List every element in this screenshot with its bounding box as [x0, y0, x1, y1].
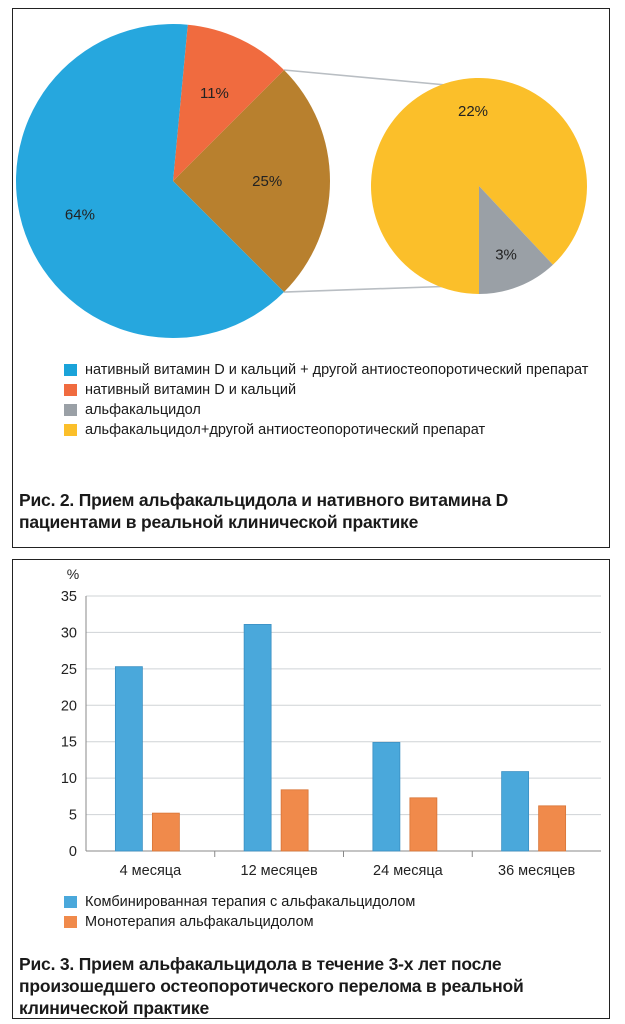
bar-legend-swatch: [64, 916, 77, 928]
figure-2-caption: Рис. 2. Прием альфакальцидола и нативног…: [19, 490, 509, 532]
figure-2-panel: 25% 11% 64% 22% 3% нативный витамин D и каль…: [12, 8, 610, 548]
y-tick-label: 35: [61, 589, 77, 605]
pie-legend-swatch: [64, 364, 77, 376]
y-tick-label: 15: [61, 735, 77, 751]
connector-line-top: [283, 69, 458, 87]
connector-line-bottom: [283, 285, 458, 293]
pie-legend-label: альфакальцидол+другой антиостеопоротичес…: [85, 422, 486, 438]
bar-mono-0: [151, 812, 180, 852]
pie-chart: 25% 11% 64% 22% 3%: [16, 24, 587, 338]
pie-legend-swatch: [64, 404, 77, 416]
bar-combined-2: [372, 742, 401, 852]
bar-mono-3: [538, 805, 567, 852]
bar-mono-2: [409, 797, 438, 852]
main-pie-slice-brown: [173, 69, 330, 293]
y-axis-label: %: [67, 566, 79, 582]
bar-combined-0: [114, 666, 143, 852]
bar-legend-item: Комбинированная терапия с альфакальцидол…: [64, 893, 599, 912]
exploded-pie-label-0: 22%: [458, 103, 488, 120]
x-tick-label: 24 месяца: [373, 863, 444, 879]
y-tick-label: 0: [69, 844, 77, 860]
main-pie-label-0: 64%: [65, 207, 95, 224]
pie-legend-label: нативный витамин D и кальций: [85, 382, 297, 398]
pie-legend: нативный витамин D и кальций + другой ан…: [64, 361, 599, 441]
main-pie-slice-blue: [16, 24, 285, 338]
y-tick-label: 30: [61, 625, 77, 641]
pie-legend-label: альфакальцидол: [85, 402, 201, 418]
bar-legend-swatch: [64, 896, 77, 908]
exploded-pie-slice-gray: [479, 186, 553, 294]
bar-legend-item: Монотерапия альфакальцидолом: [64, 913, 599, 932]
bar-combined-3: [501, 771, 530, 852]
bar-legend: Комбинированная терапия с альфакальцидол…: [64, 893, 599, 933]
exploded-pie-label-1: 3%: [495, 246, 517, 263]
bar-legend-label: Комбинированная терапия с альфакальцидол…: [85, 894, 416, 910]
pie-legend-label: нативный витамин D и кальций + другой ан…: [85, 362, 589, 378]
figure-3-caption: Рис. 3. Прием альфакальцидола в течение …: [19, 954, 524, 1018]
main-pie-label-2: 25%: [252, 173, 282, 190]
pie-legend-item: нативный витамин D и кальций: [64, 381, 599, 400]
x-tick-label: 4 месяца: [120, 863, 183, 879]
x-tick-label: 12 месяцев: [241, 863, 318, 879]
y-tick-label: 5: [69, 808, 77, 824]
x-tick-label: 36 месяцев: [498, 863, 575, 879]
y-tick-label: 20: [61, 698, 77, 714]
pie-legend-item: альфакальцидол+другой антиостеопоротичес…: [64, 421, 599, 440]
bar-combined-1: [243, 624, 272, 852]
main-pie-slice-orange: [173, 24, 285, 181]
figure-3-panel: % 0 5 10 15 20 25 30 35 4 месяца 12 месяцев 24 меся…: [12, 559, 610, 1019]
y-tick-label: 25: [61, 662, 77, 678]
bar-legend-label: Монотерапия альфакальцидолом: [85, 914, 314, 930]
y-tick-label: 10: [61, 771, 77, 787]
pie-legend-item: альфакальцидол: [64, 401, 599, 420]
pie-legend-swatch: [64, 424, 77, 436]
bar-chart: % 0 5 10 15 20 25 30 35 4 месяца 12 месяцев 24 меся…: [61, 566, 601, 879]
pie-legend-item: нативный витамин D и кальций + другой ан…: [64, 361, 599, 380]
main-pie-label-1: 11%: [200, 85, 229, 102]
bar-mono-1: [280, 789, 309, 852]
pie-legend-swatch: [64, 384, 77, 396]
